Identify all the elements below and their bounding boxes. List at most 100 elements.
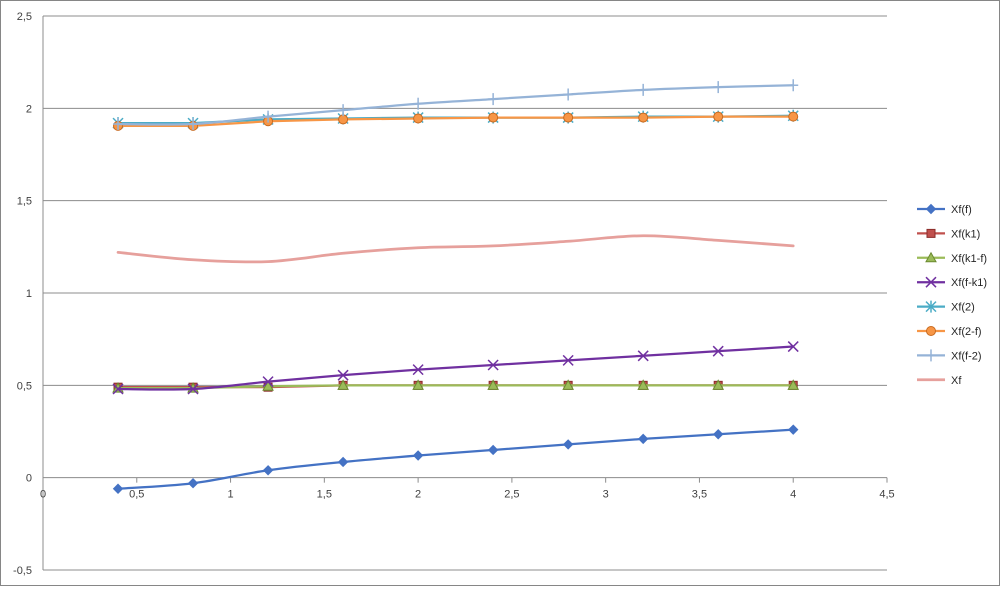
x-tick-label: 2 [415,489,421,501]
legend-item: Xf(f) [917,203,972,216]
data-point [412,364,424,376]
series-line [116,234,795,264]
y-tick-label: 2 [26,103,32,115]
data-point [488,112,499,123]
data-point [712,429,724,440]
x-tick-label: 3,5 [692,489,707,501]
series-line [116,428,795,490]
data-point [187,477,199,489]
data-point [562,439,574,450]
data-point [412,379,424,390]
x-tick-label: 3 [603,489,609,501]
legend-item: Xf(k1) [917,228,980,240]
data-point [112,383,124,395]
data-point [188,118,199,131]
data-point [338,114,349,125]
y-tick-label: -0,5 [13,565,32,577]
legend: Xf(f) Xf(k1) Xf(k1-f) Xf(f-k1) Xf(2) Xf(2-f) X… [917,203,987,387]
y-tick-label: 1 [26,288,32,300]
y-tick-label: 0,5 [17,380,32,392]
data-point [563,88,574,101]
x-tick-label: 1,5 [317,489,332,501]
legend-label: Xf(f-2) [951,350,982,362]
x-tick-label: 4 [790,489,796,501]
legend-item: Xf(f-2) [917,349,982,362]
series-xf [116,234,795,264]
series-group [112,79,800,494]
legend-label: Xf(f) [951,204,972,216]
data-point [712,345,724,357]
data-point [788,79,799,92]
data-point [337,379,349,390]
data-point [713,111,724,122]
legend-item: Xf(2) [917,300,975,314]
data-point [637,379,650,390]
legend-label: Xf(2-f) [951,326,982,338]
data-point [413,97,424,110]
x-tick-label: 0 [40,489,46,501]
legend-marker [926,326,936,336]
data-point [788,424,799,435]
data-point [337,369,349,381]
legend-item: Xf(2-f) [917,326,982,338]
legend-marker [925,251,937,263]
data-point [262,376,274,388]
data-point [487,379,499,390]
gridlines [43,15,887,571]
series-line [116,384,795,390]
x-tick-label: 2,5 [504,489,519,501]
data-point [338,104,349,117]
legend-item: Xf(k1-f) [917,251,987,265]
data-point [712,379,725,390]
data-point [263,110,274,123]
legend-label: Xf(k1-f) [951,253,987,265]
data-point [713,81,724,94]
data-point [638,83,649,96]
legend-marker [925,300,937,313]
legend-label: Xf(k1) [951,228,980,240]
data-point [262,465,274,476]
data-point [562,354,574,366]
data-point [337,456,349,468]
legend-marker [926,228,936,238]
x-tick-label: 1 [227,489,233,501]
data-point [562,379,575,390]
legend-label: Xf(2) [951,302,975,314]
series-line [116,84,795,126]
data-point [262,380,274,391]
legend-label: Xf [951,375,962,387]
data-point [412,450,424,461]
y-tick-label: 0 [26,473,32,485]
legend-marker [925,203,937,215]
legend-marker [925,276,937,288]
data-point [787,379,800,390]
data-point [413,113,424,124]
series-xf-2-f- [113,111,799,131]
legend-marker [926,349,936,362]
data-point [637,433,649,445]
legend-item: Xf(f-k1) [917,276,987,289]
x-tick-label: 4,5 [879,489,894,501]
data-point [787,341,799,353]
data-point [563,112,574,123]
data-point [487,359,499,371]
y-tick-label: 1,5 [17,196,32,208]
series-xf-k1-f- [112,379,800,393]
data-point [487,444,499,456]
data-point [788,111,799,122]
series-xf-2- [112,109,799,130]
data-point [112,483,124,494]
axes: -0,5 0 0,5 1 1,5 2 2,5 0 0,5 1 1,5 2 2,5 3 3,5 4 4,5 [13,11,895,577]
series-xf-f-k1- [112,341,799,395]
series-line [116,115,795,128]
legend-item: Xf [917,375,962,387]
legend-label: Xf(f-k1) [951,277,987,289]
data-point [488,93,499,106]
data-point [113,118,124,131]
data-point [637,350,649,362]
y-tick-label: 2,5 [17,11,32,23]
series-xf-f-2- [113,79,799,131]
series-line [116,345,795,391]
